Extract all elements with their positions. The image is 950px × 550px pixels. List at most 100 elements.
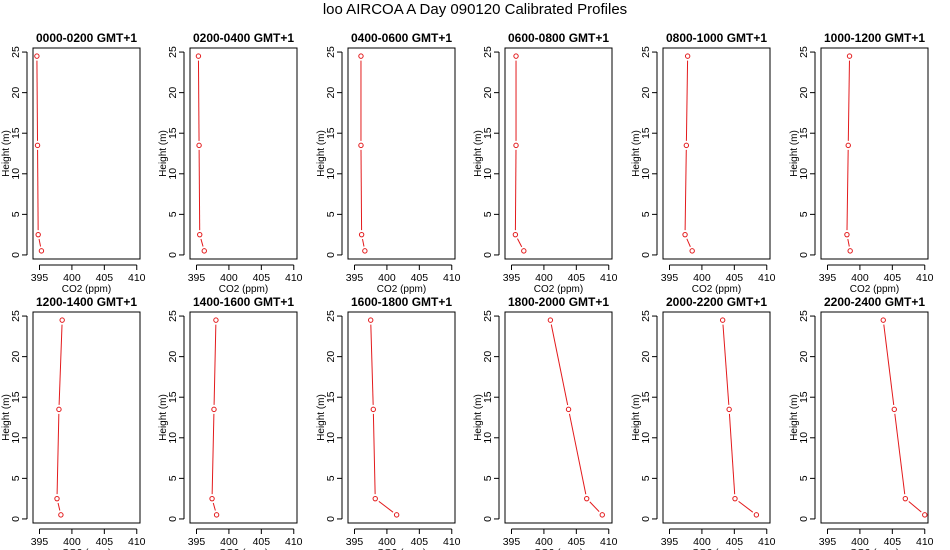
profile-line-segment bbox=[362, 238, 365, 247]
data-point bbox=[513, 142, 519, 149]
data-point bbox=[38, 248, 45, 254]
data-point bbox=[213, 512, 220, 518]
y-tick-label: 0 bbox=[798, 516, 810, 522]
profile-line-segment bbox=[517, 238, 523, 248]
y-axis-label: Height (m) bbox=[316, 130, 327, 177]
y-axis-label: Height (m) bbox=[158, 130, 169, 177]
profile-panel: 1400-1600 GMT+1 395 400 405 410 CO2 (ppm) 0 5 10… bbox=[158, 295, 303, 550]
plot-frame bbox=[504, 311, 613, 524]
panel-title: 0600-0800 GMT+1 bbox=[508, 31, 609, 45]
x-tick-label: 395 bbox=[31, 272, 49, 284]
data-point bbox=[358, 231, 365, 238]
data-point bbox=[880, 317, 886, 323]
y-tick-label: 0 bbox=[10, 516, 22, 522]
x-tick-label: 405 bbox=[253, 272, 271, 284]
y-tick-label: 20 bbox=[482, 351, 494, 363]
x-tick-label: 405 bbox=[726, 272, 744, 284]
data-point bbox=[682, 231, 688, 238]
y-tick-label: 25 bbox=[482, 46, 494, 58]
profile-line-segment bbox=[722, 324, 730, 405]
plot-frame bbox=[189, 47, 298, 260]
y-tick-label: 5 bbox=[325, 475, 337, 481]
y-tick-label: 10 bbox=[325, 168, 337, 180]
profile-line-segment bbox=[685, 60, 689, 141]
panel-title: 2000-2200 GMT+1 bbox=[666, 295, 767, 309]
y-tick-label: 5 bbox=[167, 475, 179, 481]
data-point bbox=[209, 495, 215, 502]
profile-panel: 0400-0600 GMT+1 395 400 405 410 CO2 (ppm) 0 5 10… bbox=[316, 31, 461, 295]
figure-title: loo AIRCOA A Day 090120 Calibrated Profi… bbox=[322, 1, 628, 18]
x-tick-label: 400 bbox=[851, 536, 869, 548]
y-tick-label: 20 bbox=[10, 351, 22, 363]
profile-line-segment bbox=[728, 413, 736, 495]
x-tick-label: 400 bbox=[693, 272, 711, 284]
x-axis-label: CO2 (ppm) bbox=[534, 548, 583, 550]
data-point bbox=[902, 495, 909, 502]
x-tick-label: 395 bbox=[346, 536, 364, 548]
y-tick-label: 20 bbox=[798, 351, 810, 363]
y-tick-label: 5 bbox=[798, 475, 810, 481]
x-tick-label: 410 bbox=[600, 272, 618, 284]
x-tick-label: 405 bbox=[568, 272, 586, 284]
data-point bbox=[547, 317, 554, 323]
x-axis-label: CO2 (ppm) bbox=[62, 284, 111, 295]
x-tick-label: 400 bbox=[378, 272, 396, 284]
data-point bbox=[584, 495, 590, 502]
x-tick-label: 400 bbox=[220, 536, 238, 548]
data-point bbox=[891, 406, 897, 413]
y-tick-label: 20 bbox=[167, 87, 179, 99]
x-tick-label: 405 bbox=[253, 536, 271, 548]
data-point bbox=[732, 495, 738, 502]
y-tick-label: 0 bbox=[325, 252, 337, 258]
data-point bbox=[512, 231, 519, 238]
y-tick-label: 5 bbox=[482, 475, 494, 481]
profile-line-segment bbox=[738, 500, 754, 513]
y-axis-label: Height (m) bbox=[473, 130, 484, 177]
data-point bbox=[370, 406, 376, 413]
x-tick-label: 395 bbox=[661, 272, 679, 284]
y-tick-label: 0 bbox=[640, 252, 652, 258]
plot-frame bbox=[662, 47, 771, 260]
panel-title: 0400-0600 GMT+1 bbox=[351, 31, 452, 45]
plot-frame bbox=[820, 47, 929, 260]
y-tick-label: 15 bbox=[325, 391, 337, 403]
y-axis-label: Height (m) bbox=[789, 394, 800, 441]
profile-line-segment bbox=[894, 413, 906, 495]
x-tick-label: 410 bbox=[443, 272, 461, 284]
data-point bbox=[753, 512, 760, 518]
profile-line-segment bbox=[58, 324, 63, 405]
data-point bbox=[684, 53, 691, 59]
panel-title: 0200-0400 GMT+1 bbox=[193, 31, 294, 45]
panel-title: 0800-1000 GMT+1 bbox=[666, 31, 767, 45]
x-tick-label: 400 bbox=[851, 272, 869, 284]
x-tick-label: 410 bbox=[285, 272, 303, 284]
plot-frame bbox=[32, 47, 141, 260]
data-point bbox=[683, 142, 690, 149]
x-tick-label: 405 bbox=[411, 536, 429, 548]
y-tick-label: 25 bbox=[325, 310, 337, 322]
panel-title: 1200-1400 GMT+1 bbox=[36, 295, 137, 309]
panel-title: 1600-1800 GMT+1 bbox=[351, 295, 452, 309]
y-tick-label: 15 bbox=[167, 127, 179, 139]
y-tick-label: 0 bbox=[482, 252, 494, 258]
y-tick-label: 10 bbox=[640, 432, 652, 444]
x-axis-label: CO2 (ppm) bbox=[377, 284, 426, 295]
data-point bbox=[922, 512, 928, 518]
y-tick-label: 10 bbox=[10, 432, 22, 444]
data-point bbox=[58, 512, 64, 518]
data-point bbox=[34, 142, 41, 149]
profile-line-segment bbox=[550, 324, 569, 406]
profile-line-segment bbox=[589, 501, 600, 512]
data-point bbox=[846, 53, 853, 59]
profile-line-segment bbox=[211, 413, 215, 495]
y-tick-label: 20 bbox=[640, 87, 652, 99]
profile-line-segment bbox=[883, 324, 895, 405]
x-axis-label: CO2 (ppm) bbox=[692, 548, 741, 550]
data-point bbox=[34, 53, 40, 59]
y-tick-label: 5 bbox=[10, 211, 22, 217]
y-tick-label: 20 bbox=[482, 87, 494, 99]
x-tick-label: 395 bbox=[503, 536, 521, 548]
x-axis-label: CO2 (ppm) bbox=[62, 548, 111, 550]
y-tick-label: 0 bbox=[167, 516, 179, 522]
plot-frame bbox=[189, 311, 298, 524]
